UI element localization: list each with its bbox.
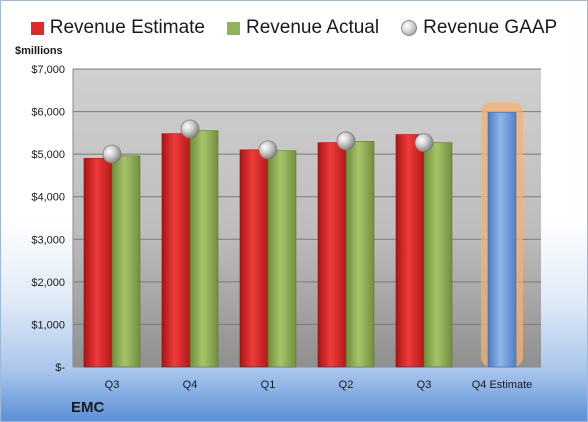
x-tick-label: Q4	[183, 379, 198, 391]
bar-revenue-actual	[345, 141, 375, 368]
legend-label-revenue-gaap: Revenue GAAP	[423, 17, 558, 38]
legend-label-revenue-estimate: Revenue Estimate	[49, 17, 205, 38]
y-tick-label: $-	[55, 362, 65, 374]
bar-revenue-estimate	[239, 149, 269, 368]
x-tick-label: Q3	[417, 379, 432, 391]
bar-revenue-estimate	[395, 134, 425, 368]
marker-revenue-gaap	[180, 119, 200, 139]
marker-revenue-gaap	[414, 133, 434, 153]
bar-revenue-actual	[189, 130, 219, 368]
company-label: EMC	[71, 399, 105, 416]
plot-area	[73, 69, 541, 367]
bar-revenue-estimate	[161, 133, 191, 368]
legend: Revenue Estimate Revenue Actual Revenue …	[1, 17, 587, 39]
legend-swatch-revenue-actual	[227, 21, 240, 35]
legend-swatch-revenue-estimate	[30, 21, 44, 35]
legend-item-revenue-gaap: Revenue GAAP	[401, 17, 557, 39]
bar-revenue-actual	[111, 155, 141, 368]
y-tick-label: $7,000	[31, 64, 65, 76]
x-tick-label: Q4 Estimate	[472, 379, 533, 391]
legend-item-revenue-actual: Revenue Actual	[227, 17, 379, 39]
legend-label-revenue-actual: Revenue Actual	[246, 17, 380, 38]
x-tick-label: Q3	[105, 379, 120, 391]
legend-item-revenue-estimate: Revenue Estimate	[30, 17, 205, 39]
y-tick-label: $4,000	[31, 192, 65, 204]
marker-revenue-gaap	[258, 140, 278, 160]
y-tick-label: $5,000	[31, 149, 65, 161]
marker-revenue-gaap	[336, 131, 356, 151]
y-tick-label: $3,000	[31, 234, 65, 246]
marker-revenue-gaap	[102, 144, 122, 164]
y-tick-label: $6,000	[31, 107, 65, 119]
y-axis-unit-label: $millions	[15, 45, 63, 57]
bar-revenue-estimate	[83, 158, 113, 368]
bar-q4-estimate	[487, 112, 517, 368]
legend-swatch-revenue-gaap	[401, 20, 418, 36]
bar-revenue-estimate	[317, 142, 347, 368]
bar-revenue-actual	[267, 150, 297, 368]
y-tick-label: $1,000	[31, 319, 65, 331]
x-tick-label: Q2	[339, 379, 354, 391]
bar-revenue-actual	[423, 142, 453, 368]
y-tick-label: $2,000	[31, 277, 65, 289]
x-tick-label: Q1	[261, 379, 276, 391]
